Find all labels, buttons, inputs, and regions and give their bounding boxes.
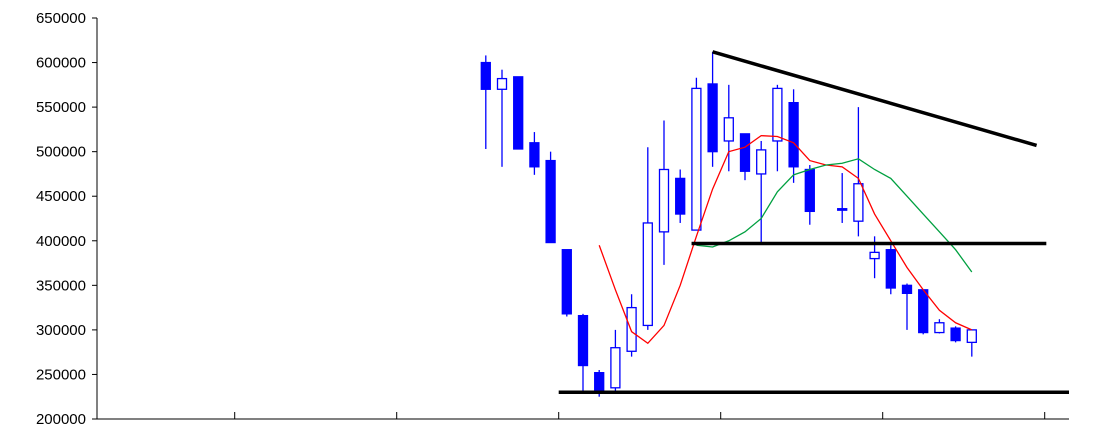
- candle-body: [594, 372, 605, 392]
- candle-body: [772, 87, 783, 142]
- candle: [513, 76, 524, 150]
- candle: [707, 51, 718, 167]
- candle: [496, 69, 508, 167]
- y-tick-labels: 650000 600000 550000 500000 450000 400000 3500…: [36, 10, 86, 428]
- candle-body: [561, 249, 572, 315]
- candle-body: [756, 149, 767, 175]
- candle: [577, 313, 589, 391]
- candle: [885, 245, 896, 295]
- candle-body: [723, 117, 734, 142]
- candle-body: [901, 284, 913, 295]
- candle-body: [950, 327, 961, 342]
- candle-body: [496, 77, 508, 90]
- candle: [529, 132, 540, 175]
- candle-body: [610, 347, 621, 389]
- candle: [950, 326, 961, 343]
- candle: [756, 140, 767, 243]
- candle: [675, 169, 686, 223]
- trendlines: [558, 50, 1069, 395]
- ma-short-line: [598, 134, 973, 345]
- candle-body: [691, 87, 702, 231]
- candle-body: [788, 102, 799, 168]
- candle: [480, 55, 491, 149]
- y-tick-label: 500000: [36, 144, 86, 161]
- y-tick-label: 450000: [36, 188, 86, 205]
- y-tick-label: 350000: [36, 277, 86, 294]
- y-tick-label: 650000: [36, 10, 86, 27]
- candle: [610, 329, 621, 393]
- candle: [853, 107, 864, 237]
- candle-body: [675, 177, 686, 215]
- candle-body: [577, 314, 589, 367]
- candle: [804, 165, 815, 225]
- candle-body: [658, 168, 670, 233]
- y-tick-label: 400000: [36, 233, 86, 250]
- trendline: [712, 50, 1038, 148]
- candle: [626, 294, 637, 357]
- candle: [788, 89, 799, 183]
- candle-body: [804, 168, 815, 213]
- candle-body: [885, 249, 896, 289]
- candle: [642, 147, 653, 330]
- y-tick-label: 550000: [36, 99, 86, 116]
- candle: [837, 173, 848, 223]
- candle: [918, 289, 929, 335]
- candle-body: [626, 306, 637, 352]
- y-tick-label: 600000: [36, 55, 86, 72]
- candle: [691, 77, 702, 231]
- axes: [92, 17, 1069, 420]
- candle: [739, 133, 751, 181]
- candle-body: [707, 83, 718, 153]
- candle-body: [869, 251, 880, 260]
- y-tick-label: 200000: [36, 411, 86, 428]
- candle: [658, 120, 670, 265]
- candle: [901, 283, 913, 330]
- y-tick-label: 250000: [36, 366, 86, 383]
- candle: [966, 329, 977, 357]
- candle-body: [934, 322, 945, 334]
- ma-long-line: [696, 158, 973, 273]
- candle-body: [642, 222, 653, 327]
- candle-body: [513, 76, 524, 150]
- candle-body: [837, 208, 848, 211]
- candle: [934, 319, 945, 334]
- candle: [772, 84, 783, 172]
- candle-body: [966, 329, 977, 344]
- candle-body: [480, 61, 491, 90]
- candle-body: [739, 133, 751, 172]
- moving-average-lines: [598, 134, 973, 345]
- candles: [480, 51, 977, 397]
- candle: [561, 249, 572, 317]
- candle: [545, 151, 556, 244]
- candle-body: [918, 289, 929, 334]
- candle-body: [853, 183, 864, 222]
- candle-body: [545, 159, 556, 244]
- candle-body: [529, 142, 540, 168]
- y-tick-label: 300000: [36, 322, 86, 339]
- candle: [723, 84, 734, 172]
